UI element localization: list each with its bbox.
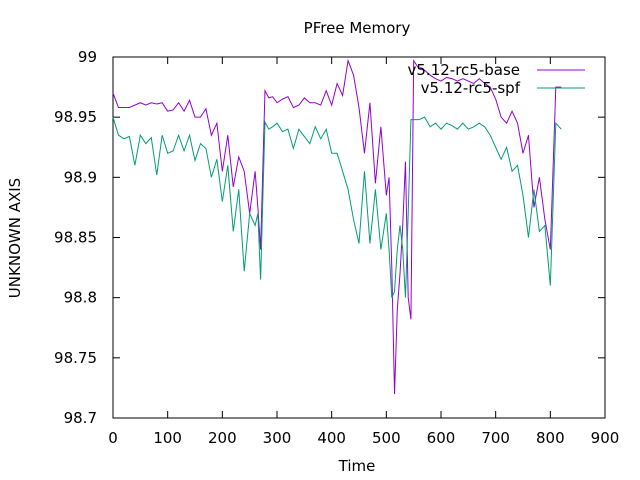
x-tick-label: 200 <box>208 429 237 447</box>
y-tick-label: 98.7 <box>64 409 97 427</box>
series-layer <box>112 58 562 394</box>
x-axis: 0 100 200 300 400 500 600 700 800 900 <box>108 57 619 447</box>
y-tick-label: 98.75 <box>54 349 97 367</box>
series-line-1 <box>112 116 562 298</box>
y-tick-label: 98.95 <box>54 108 97 126</box>
legend-label-1: v5.12-rc5-spf <box>421 79 521 97</box>
y-tick-label: 99 <box>78 48 97 66</box>
y-axis: 98.7 98.75 98.8 98.85 98.9 98.95 99 <box>54 48 605 427</box>
x-tick-label: 500 <box>372 429 401 447</box>
x-axis-label: Time <box>338 457 376 475</box>
y-tick-label: 98.9 <box>64 168 97 186</box>
y-tick-label: 98.85 <box>54 229 97 247</box>
legend-label-0: v5.12-rc5-base <box>408 61 521 79</box>
x-tick-label: 900 <box>591 429 620 447</box>
x-tick-label: 300 <box>263 429 292 447</box>
series-line-0 <box>112 58 562 394</box>
x-tick-label: 600 <box>427 429 456 447</box>
x-tick-label: 800 <box>536 429 565 447</box>
x-tick-label: 100 <box>153 429 182 447</box>
x-tick-label: 700 <box>481 429 510 447</box>
y-axis-label: UNKNOWN AXIS <box>6 178 24 298</box>
chart-title: PFree Memory <box>304 19 411 37</box>
x-tick-label: 0 <box>108 429 118 447</box>
y-tick-label: 98.8 <box>64 289 97 307</box>
x-tick-label: 400 <box>317 429 346 447</box>
